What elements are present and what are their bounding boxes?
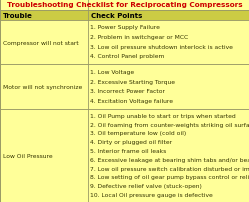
Text: 4. Control Panel problem: 4. Control Panel problem: [90, 54, 165, 59]
Text: 9. Defective relief valve (stuck-open): 9. Defective relief valve (stuck-open): [90, 183, 202, 188]
Text: 4. Excitation Voltage failure: 4. Excitation Voltage failure: [90, 98, 173, 103]
Text: 6. Excessive leakage at bearing shim tabs and/or bearings: 6. Excessive leakage at bearing shim tab…: [90, 157, 249, 162]
Text: 3. Low oil pressure shutdown interlock is active: 3. Low oil pressure shutdown interlock i…: [90, 44, 233, 49]
Bar: [0, 21, 249, 65]
Text: 7. Low oil pressure switch calibration disturbed or improperly set: 7. Low oil pressure switch calibration d…: [90, 166, 249, 171]
Text: 2. Excessive Starting Torque: 2. Excessive Starting Torque: [90, 79, 175, 84]
Bar: [0, 109, 249, 202]
Bar: [0, 11, 249, 21]
Text: 1. Low Voltage: 1. Low Voltage: [90, 69, 134, 75]
Text: 1. Oil Pump unable to start or trips when started: 1. Oil Pump unable to start or trips whe…: [90, 113, 236, 118]
Bar: [0, 65, 249, 109]
Text: 3. Incorrect Power Factor: 3. Incorrect Power Factor: [90, 89, 165, 94]
Text: 2. Oil foaming from counter-weights striking oil surface: 2. Oil foaming from counter-weights stri…: [90, 122, 249, 127]
Text: 2. Problem in switchgear or MCC: 2. Problem in switchgear or MCC: [90, 35, 188, 40]
Text: 4. Dirty or plugged oil filter: 4. Dirty or plugged oil filter: [90, 140, 173, 145]
Text: 5. Interior frame oil leaks: 5. Interior frame oil leaks: [90, 148, 167, 153]
Text: 1. Power Supply Failure: 1. Power Supply Failure: [90, 25, 160, 30]
Text: Compressor will not start: Compressor will not start: [3, 41, 79, 45]
Text: Troubleshooting Checklist for Reciprocating Compressors: Troubleshooting Checklist for Reciprocat…: [7, 2, 242, 8]
Text: Check Points: Check Points: [91, 13, 143, 19]
Bar: [0, 0, 249, 11]
Text: Low Oil Pressure: Low Oil Pressure: [3, 153, 53, 158]
Text: 8. Low setting of oil gear pump bypass control or relief valve: 8. Low setting of oil gear pump bypass c…: [90, 175, 249, 179]
Text: Trouble: Trouble: [3, 13, 33, 19]
Text: Motor will not synchronize: Motor will not synchronize: [3, 85, 82, 90]
Text: 3. Oil temperature low (cold oil): 3. Oil temperature low (cold oil): [90, 131, 187, 136]
Text: 10. Local Oil pressure gauge is defective: 10. Local Oil pressure gauge is defectiv…: [90, 192, 213, 197]
